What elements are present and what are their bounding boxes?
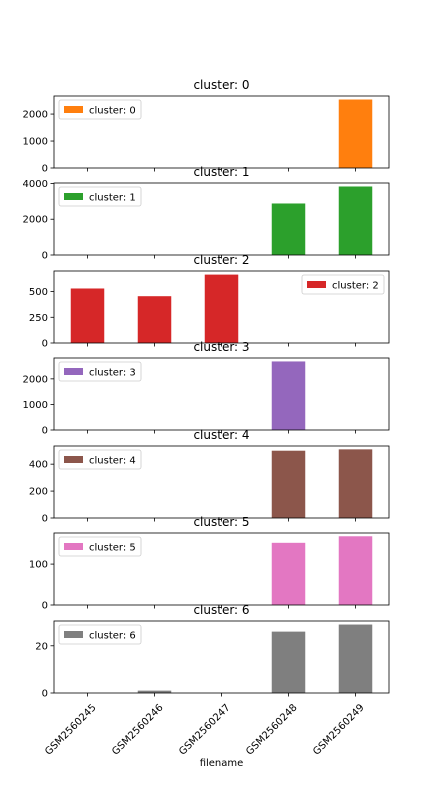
y-tick-label: 2000 — [23, 374, 48, 385]
bar-GSM2560245 — [70, 288, 105, 343]
y-tick-label: 200 — [29, 487, 48, 498]
panel-cluster-1: 0 2000 4000 cluster: 1 cluster: 1 — [23, 165, 390, 262]
panel-title: cluster: 4 — [193, 428, 249, 442]
x-tick-label: GSM2560248 — [244, 702, 299, 757]
legend-box — [58, 624, 142, 645]
y-tick-label: 0 — [42, 689, 48, 700]
y-tick-label: 0 — [42, 426, 48, 437]
x-tick-label: GSM2560249 — [311, 702, 366, 757]
x-axis-label: filename — [200, 758, 244, 769]
legend-label: cluster: 6 — [89, 631, 136, 642]
legend-label: cluster: 4 — [89, 456, 136, 467]
legend-box — [58, 449, 142, 470]
bar-GSM2560246 — [137, 690, 172, 693]
legend: cluster: 6 — [58, 624, 142, 645]
legend-label: cluster: 3 — [89, 368, 136, 379]
legend-label: cluster: 0 — [89, 106, 136, 117]
legend-box — [301, 274, 385, 295]
y-tick-label: 2000 — [23, 110, 48, 121]
panel-cluster-5: 0 100 cluster: 5 cluster: 5 — [29, 515, 390, 612]
legend-swatch — [307, 281, 326, 288]
y-tick-label: 1000 — [23, 137, 48, 148]
legend-box — [58, 361, 142, 382]
bar-GSM2560249 — [338, 536, 373, 605]
x-tick-label: GSM2560245 — [43, 702, 98, 757]
shared-x-axis: GSM2560245 GSM2560246 GSM2560247 GSM2560248… — [43, 702, 366, 757]
legend-box — [58, 186, 142, 207]
bar-GSM2560248 — [271, 203, 306, 255]
panel-title: cluster: 3 — [193, 340, 249, 354]
legend-swatch — [64, 543, 83, 550]
y-tick-label: 0 — [42, 601, 48, 612]
y-tick-label: 100 — [29, 560, 48, 571]
legend-swatch — [64, 456, 83, 463]
panel-title: cluster: 1 — [193, 165, 249, 179]
legend: cluster: 1 — [58, 186, 142, 207]
y-tick-label: 400 — [29, 460, 48, 471]
x-tick-label: GSM2560246 — [110, 702, 165, 757]
bar-GSM2560249 — [338, 449, 373, 518]
legend-label: cluster: 5 — [89, 543, 136, 554]
legend: cluster: 5 — [58, 536, 142, 557]
y-tick-label: 500 — [29, 287, 48, 298]
y-tick-label: 20 — [35, 641, 48, 652]
y-tick-label: 250 — [29, 313, 48, 324]
bar-GSM2560249 — [338, 624, 373, 693]
y-tick-label: 0 — [42, 164, 48, 175]
y-tick-label: 0 — [42, 251, 48, 262]
panel-title: cluster: 0 — [193, 78, 249, 92]
legend-swatch — [64, 368, 83, 375]
y-tick-label: 1000 — [23, 400, 48, 411]
y-tick-label: 2000 — [23, 215, 48, 226]
legend: cluster: 0 — [58, 99, 142, 120]
x-tick-label: GSM2560247 — [177, 702, 232, 757]
bar-GSM2560249 — [338, 186, 373, 255]
y-tick-label: 4000 — [23, 179, 48, 190]
panel-cluster-0: 0 1000 2000 cluster: 0 cluster: 0 — [23, 78, 390, 175]
legend: cluster: 3 — [58, 361, 142, 382]
legend-swatch — [64, 106, 83, 113]
y-tick-label: 0 — [42, 514, 48, 525]
legend: cluster: 4 — [58, 449, 142, 470]
legend-label: cluster: 1 — [89, 193, 136, 204]
bar-GSM2560248 — [271, 542, 306, 605]
bar-GSM2560247 — [204, 274, 239, 343]
panel-title: cluster: 5 — [193, 515, 249, 529]
panel-cluster-4: 0 200 400 cluster: 4 cluster: 4 — [29, 428, 390, 525]
legend: cluster: 2 — [301, 274, 385, 295]
y-tick-label: 0 — [42, 339, 48, 350]
panel-title: cluster: 6 — [193, 603, 249, 617]
legend-swatch — [64, 193, 83, 200]
panel-title: cluster: 2 — [193, 253, 249, 267]
bar-GSM2560248 — [271, 450, 306, 518]
legend-box — [58, 99, 142, 120]
legend-label: cluster: 2 — [332, 281, 379, 292]
panel-cluster-2: 0 250 500 cluster: 2 cluster: 2 — [29, 253, 390, 350]
legend-box — [58, 536, 142, 557]
legend-swatch — [64, 631, 83, 638]
bar-GSM2560248 — [271, 631, 306, 693]
bar-GSM2560249 — [338, 99, 373, 168]
panel-cluster-6: 0 20 cluster: 6 cluster: 6 — [35, 603, 390, 700]
panel-cluster-3: 0 1000 2000 cluster: 3 cluster: 3 — [23, 340, 390, 437]
bar-GSM2560248 — [271, 361, 306, 430]
bar-GSM2560246 — [137, 296, 172, 343]
